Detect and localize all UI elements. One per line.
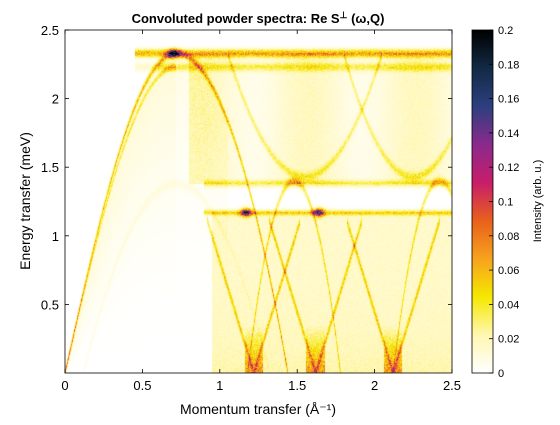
y-tick-label: 1 <box>52 229 59 244</box>
colorbar-tick-label: 0.06 <box>498 265 519 277</box>
colorbar-tick-label: 0 <box>498 368 504 380</box>
colorbar-tick-label: 0.02 <box>498 334 519 346</box>
y-tick-label: 0.5 <box>41 297 59 312</box>
x-axis-label: Momentum transfer (Å⁻¹) <box>180 401 336 417</box>
heatmap-image <box>65 30 452 373</box>
x-tick-label: 1.5 <box>288 378 306 393</box>
colorbar-tick-label: 0.08 <box>498 231 519 243</box>
colorbar <box>472 30 493 373</box>
colorbar-tick-label: 0.18 <box>498 59 519 71</box>
colorbar-tick-label: 0.16 <box>498 94 519 106</box>
colorbar-tick-label: 0.2 <box>498 25 513 37</box>
y-tick-label: 1.5 <box>41 160 59 175</box>
chart-title: Convoluted powder spectra: Re S⊥ (ω,Q) <box>132 10 385 26</box>
colorbar-tick-label: 0.12 <box>498 162 519 174</box>
x-tick-label: 0.5 <box>133 378 151 393</box>
colorbar-tick-label: 0.1 <box>498 197 513 209</box>
y-tick-label: 2.5 <box>41 23 59 38</box>
colorbar-label: Intensity (arb. u.) <box>532 160 544 243</box>
x-tick-label: 0 <box>61 378 68 393</box>
x-tick-label: 1 <box>216 378 223 393</box>
plot-frame <box>64 29 453 374</box>
x-tick-label: 2 <box>371 378 378 393</box>
colorbar-axis: 0 0.02 0.04 0.06 0.08 0.1 0.12 0.14 0.16 0.18 0.2 <box>489 25 519 380</box>
y-tick-label: 2 <box>52 92 59 107</box>
x-tick-label: 2.5 <box>443 378 461 393</box>
x-axis: 0 0.5 1 1.5 2 2.5 <box>61 30 461 393</box>
y-axis-label: Energy transfer (meV) <box>17 132 33 270</box>
colorbar-tick-label: 0.04 <box>498 299 519 311</box>
y-axis: 0.5 1 1.5 2 2.5 <box>41 23 452 312</box>
colorbar-tick-label: 0.14 <box>498 128 519 140</box>
